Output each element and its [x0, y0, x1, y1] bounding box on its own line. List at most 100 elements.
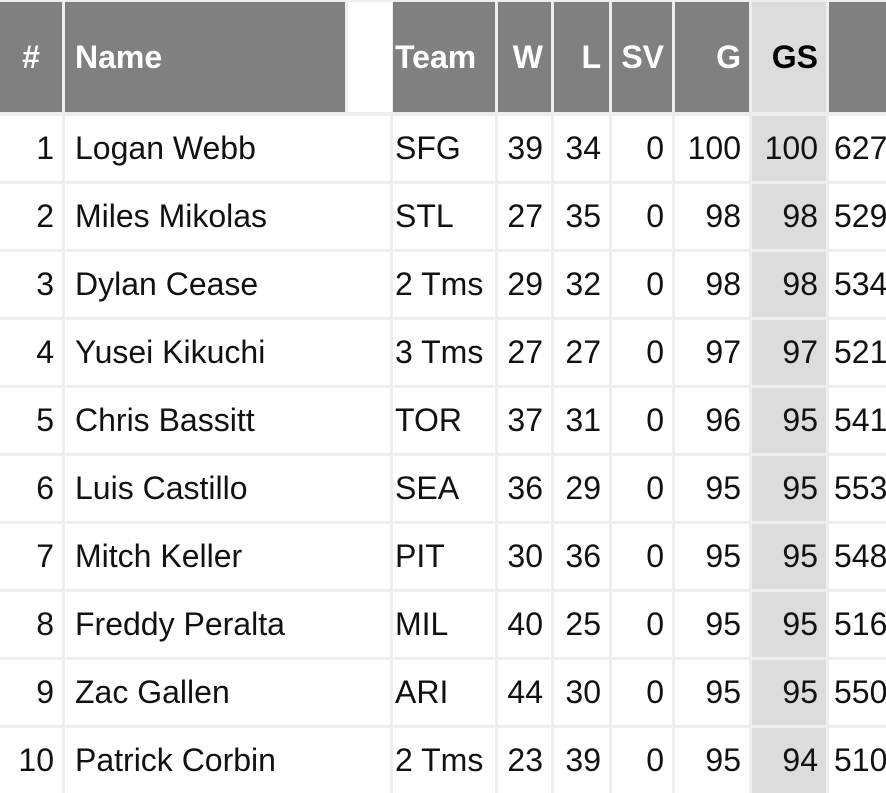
cell-rank: 7: [0, 524, 62, 589]
cell-gs: 95: [752, 456, 826, 521]
column-header-rank[interactable]: #: [0, 2, 62, 112]
cell-sv: 0: [612, 320, 672, 385]
cell-rank: 9: [0, 660, 62, 725]
cell-name[interactable]: Patrick Corbin: [65, 728, 390, 793]
cell-team[interactable]: 2 Tms: [393, 728, 495, 793]
cell-g: 95: [675, 728, 749, 793]
cell-w: 27: [498, 184, 551, 249]
cell-name[interactable]: Zac Gallen: [65, 660, 390, 725]
cell-gs: 94: [752, 728, 826, 793]
cell-team[interactable]: 2 Tms: [393, 252, 495, 317]
cell-next: 510: [829, 728, 886, 793]
cell-gs: 95: [752, 524, 826, 589]
cell-name[interactable]: Mitch Keller: [65, 524, 390, 589]
column-header-w[interactable]: W: [498, 2, 551, 112]
cell-name[interactable]: Logan Webb: [65, 116, 390, 181]
cell-next: 541: [829, 388, 886, 453]
cell-rank: 8: [0, 592, 62, 657]
cell-name[interactable]: Yusei Kikuchi: [65, 320, 390, 385]
column-header-g[interactable]: G: [675, 2, 749, 112]
column-header-sv[interactable]: SV: [612, 2, 672, 112]
cell-sv: 0: [612, 728, 672, 793]
cell-l: 39: [554, 728, 609, 793]
cell-name[interactable]: Chris Bassitt: [65, 388, 390, 453]
cell-w: 23: [498, 728, 551, 793]
cell-sv: 0: [612, 388, 672, 453]
cell-gs: 98: [752, 252, 826, 317]
cell-sv: 0: [612, 252, 672, 317]
cell-l: 35: [554, 184, 609, 249]
cell-gs: 95: [752, 592, 826, 657]
cell-rank: 2: [0, 184, 62, 249]
cell-gs: 97: [752, 320, 826, 385]
cell-team[interactable]: SFG: [393, 116, 495, 181]
cell-gs: 100: [752, 116, 826, 181]
cell-w: 40: [498, 592, 551, 657]
cell-name[interactable]: Freddy Peralta: [65, 592, 390, 657]
cell-sv: 0: [612, 116, 672, 181]
cell-g: 96: [675, 388, 749, 453]
cell-name[interactable]: Luis Castillo: [65, 456, 390, 521]
cell-w: 29: [498, 252, 551, 317]
cell-l: 25: [554, 592, 609, 657]
cell-g: 95: [675, 660, 749, 725]
cell-w: 30: [498, 524, 551, 589]
column-header-team[interactable]: Team: [393, 2, 495, 112]
column-header-l[interactable]: L: [554, 2, 609, 112]
cell-next: 548: [829, 524, 886, 589]
cell-next: 534: [829, 252, 886, 317]
cell-team[interactable]: SEA: [393, 456, 495, 521]
cell-w: 27: [498, 320, 551, 385]
cell-team[interactable]: MIL: [393, 592, 495, 657]
cell-l: 34: [554, 116, 609, 181]
cell-w: 37: [498, 388, 551, 453]
cell-l: 27: [554, 320, 609, 385]
cell-next: 553: [829, 456, 886, 521]
cell-rank: 5: [0, 388, 62, 453]
cell-team[interactable]: 3 Tms: [393, 320, 495, 385]
column-header-next[interactable]: [829, 2, 886, 112]
cell-rank: 10: [0, 728, 62, 793]
cell-next: 521: [829, 320, 886, 385]
cell-g: 98: [675, 184, 749, 249]
cell-l: 29: [554, 456, 609, 521]
cell-sv: 0: [612, 592, 672, 657]
cell-l: 32: [554, 252, 609, 317]
cell-g: 95: [675, 592, 749, 657]
cell-team[interactable]: STL: [393, 184, 495, 249]
cell-next: 550: [829, 660, 886, 725]
cell-sv: 0: [612, 456, 672, 521]
cell-gs: 98: [752, 184, 826, 249]
cell-gs: 95: [752, 388, 826, 453]
cell-rank: 1: [0, 116, 62, 181]
cell-g: 95: [675, 456, 749, 521]
cell-rank: 4: [0, 320, 62, 385]
cell-next: 529: [829, 184, 886, 249]
column-header-name[interactable]: Name: [65, 2, 345, 112]
cell-g: 97: [675, 320, 749, 385]
cell-next: 516: [829, 592, 886, 657]
cell-sv: 0: [612, 184, 672, 249]
cell-w: 36: [498, 456, 551, 521]
header-spacer: [348, 2, 392, 112]
cell-gs: 95: [752, 660, 826, 725]
cell-w: 39: [498, 116, 551, 181]
cell-g: 100: [675, 116, 749, 181]
column-header-gs[interactable]: GS: [752, 2, 826, 112]
cell-rank: 6: [0, 456, 62, 521]
cell-name[interactable]: Miles Mikolas: [65, 184, 390, 249]
cell-team[interactable]: TOR: [393, 388, 495, 453]
cell-rank: 3: [0, 252, 62, 317]
cell-w: 44: [498, 660, 551, 725]
cell-g: 98: [675, 252, 749, 317]
cell-l: 36: [554, 524, 609, 589]
cell-team[interactable]: ARI: [393, 660, 495, 725]
cell-l: 31: [554, 388, 609, 453]
cell-sv: 0: [612, 660, 672, 725]
cell-l: 30: [554, 660, 609, 725]
cell-name[interactable]: Dylan Cease: [65, 252, 390, 317]
cell-next: 627: [829, 116, 886, 181]
cell-sv: 0: [612, 524, 672, 589]
cell-team[interactable]: PIT: [393, 524, 495, 589]
cell-g: 95: [675, 524, 749, 589]
